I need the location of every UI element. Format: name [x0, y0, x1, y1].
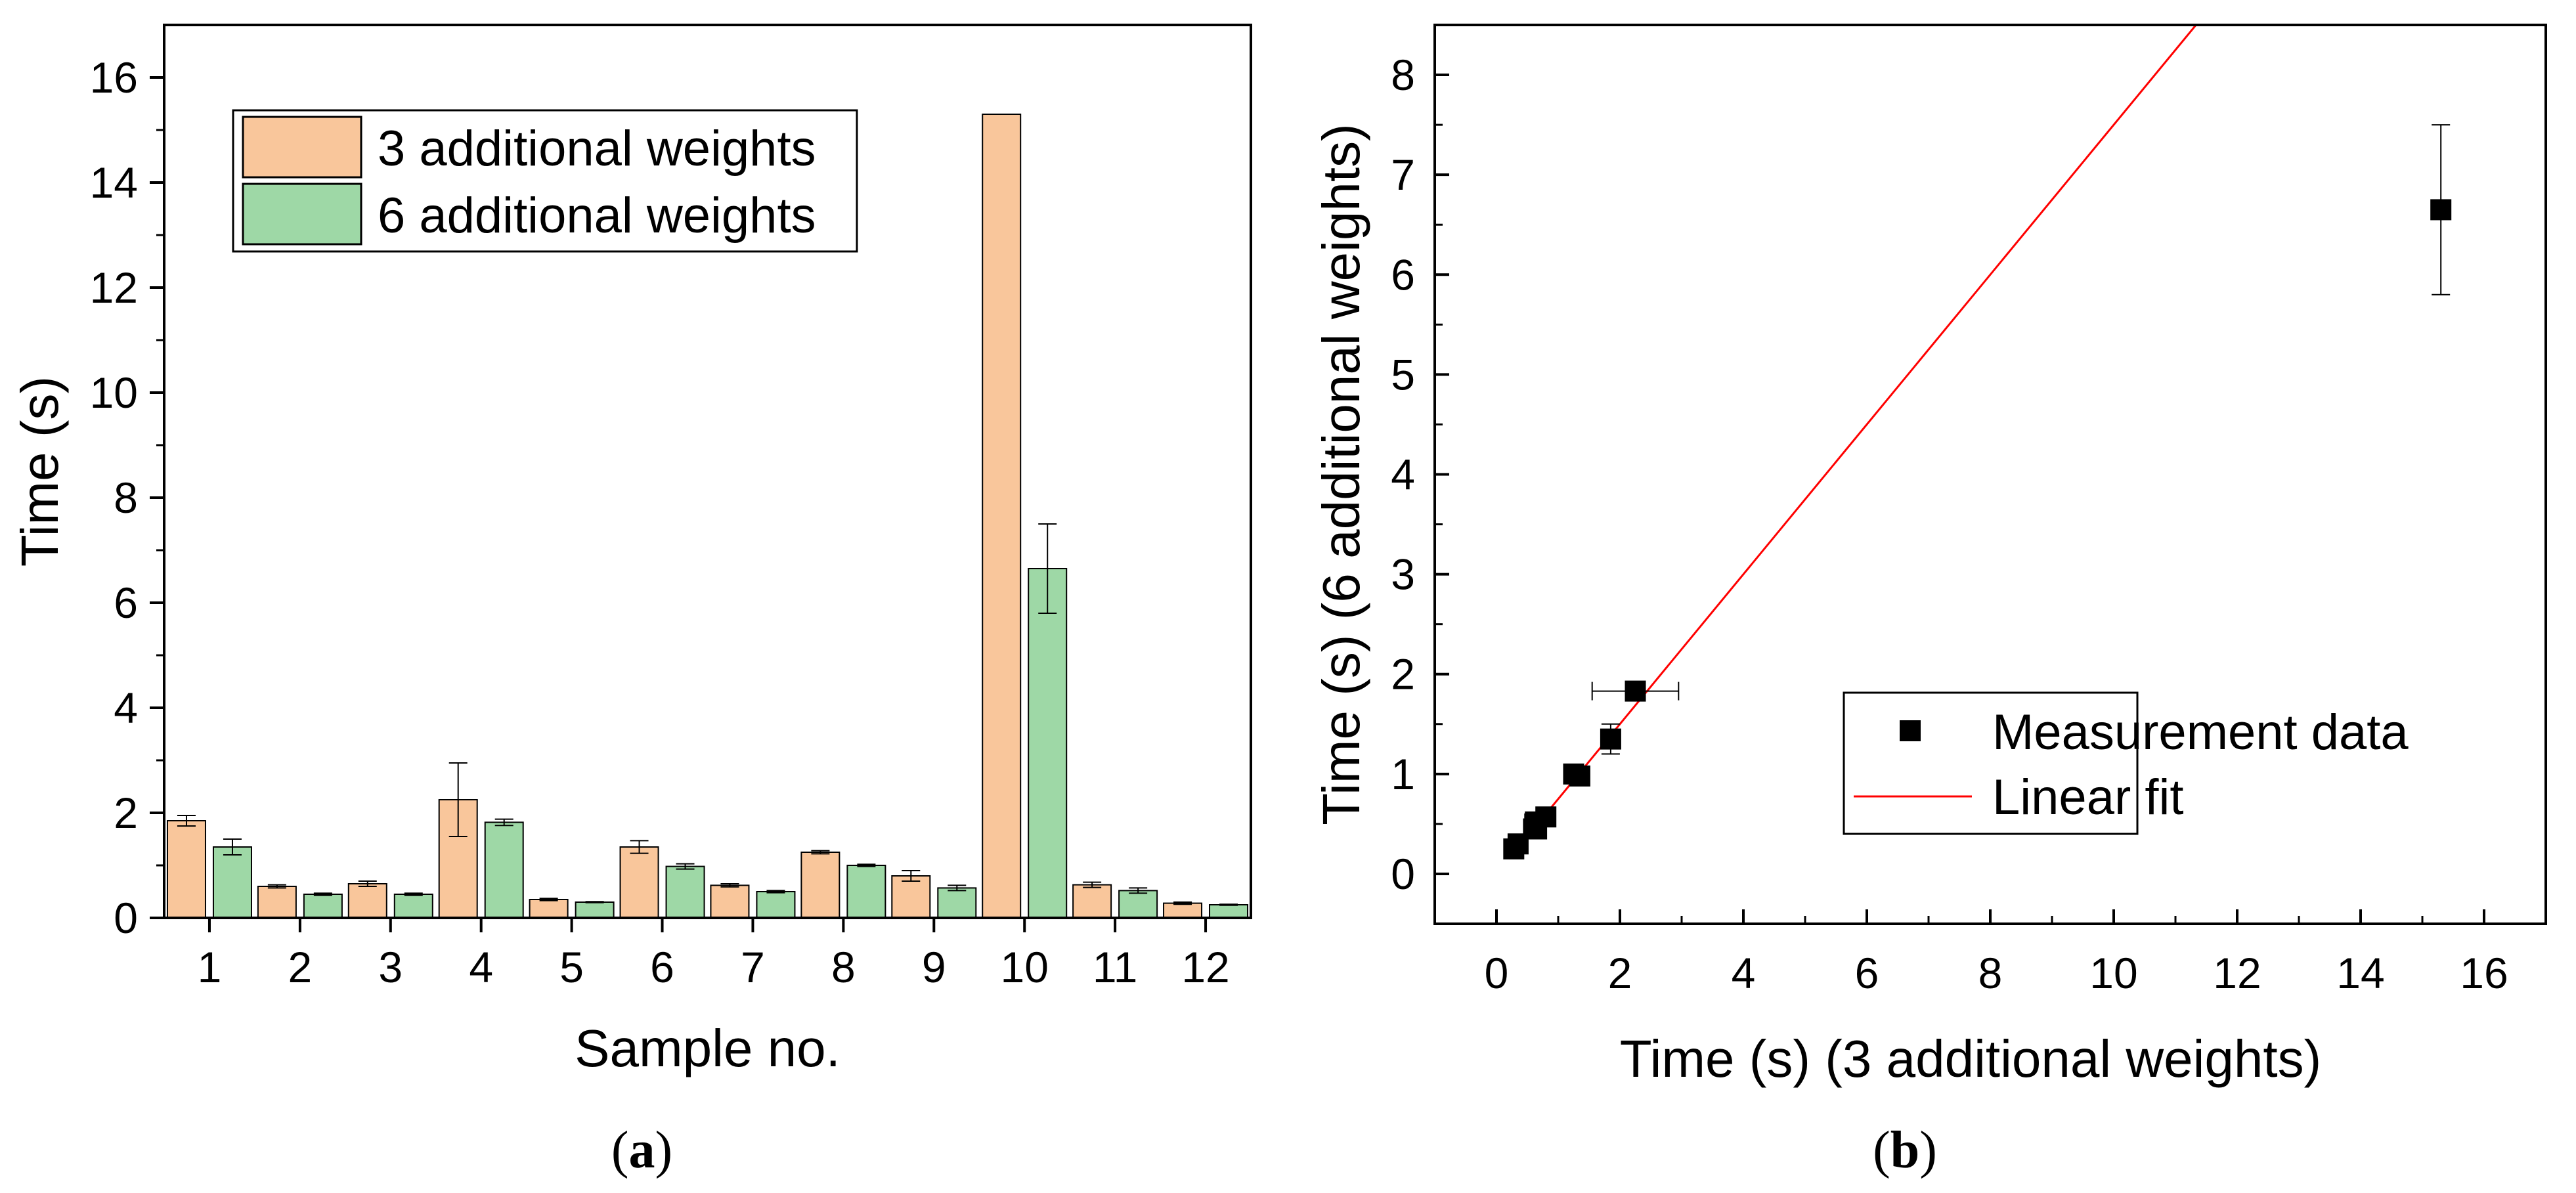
scatter-points [1503, 199, 2452, 859]
x-tick-label: 2 [288, 943, 313, 991]
y-tick-label: 4 [1391, 450, 1415, 499]
x-tick-label: 6 [650, 943, 674, 991]
legend-label-measurement: Measurement data [1992, 705, 2409, 760]
y-tick-label: 2 [114, 789, 138, 837]
legend-label-6-weights: 6 additional weights [378, 188, 816, 244]
y-tick-label: 0 [114, 894, 138, 942]
y-tick-label: 6 [1391, 250, 1415, 299]
bar-3w-1 [166, 820, 206, 919]
x-axis-label: Time (s) (3 additional weights) [1620, 1030, 2322, 1088]
bar-6w-12 [1209, 904, 1249, 919]
bar-3w-9 [891, 875, 931, 919]
x-tick-label: 10 [1000, 943, 1048, 991]
legend-swatch-6-weights [242, 183, 362, 246]
x-tick-label: 9 [922, 943, 946, 991]
panel-letter-a: a [629, 1121, 655, 1179]
bar-6w-5 [575, 901, 615, 919]
data-point [2430, 199, 2452, 221]
x-tick-label: 4 [469, 943, 493, 991]
data-point [1600, 728, 1621, 750]
x-tick-label: 11 [1093, 943, 1138, 991]
bar-6w-6 [665, 865, 705, 919]
bar-6w-10 [1028, 568, 1068, 919]
x-tick-label: 5 [559, 943, 584, 991]
y-tick-label: 16 [90, 53, 138, 102]
y-tick-label: 8 [114, 473, 138, 522]
bar-3w-5 [529, 899, 569, 919]
data-point [1569, 765, 1590, 787]
y-tick-label: 7 [1391, 150, 1415, 199]
legend: 3 additional weights 6 additional weight… [232, 109, 858, 253]
x-tick-label: 0 [1485, 949, 1509, 997]
bar-6w-2 [303, 894, 343, 919]
y-axis-ticks: 0 1 2 3 4 5 6 7 8 [1391, 24, 1449, 925]
x-axis-ticks: 1 2 3 4 5 6 7 8 9 10 11 12 [198, 918, 1230, 991]
y-tick-label: 1 [1391, 750, 1415, 798]
y-tick-label: 2 [1391, 650, 1415, 699]
legend-label-linear-fit: Linear fit [1992, 770, 2184, 825]
x-tick-label: 2 [1608, 949, 1632, 997]
y-axis-label: Time (s) [11, 376, 69, 567]
x-tick-label: 3 [378, 943, 403, 991]
panel-letter-b: b [1890, 1121, 1920, 1179]
y-tick-label: 12 [90, 263, 138, 312]
y-tick-label: 14 [90, 158, 138, 207]
x-tick-label: 14 [2336, 949, 2384, 997]
bar-6w-7 [756, 891, 796, 919]
x-tick-label: 8 [831, 943, 856, 991]
linear-fit-line [1508, 25, 2198, 860]
y-tick-label: 10 [90, 368, 138, 417]
data-point [1625, 680, 1646, 702]
x-tick-label: 16 [2460, 949, 2508, 997]
y-tick-label: 5 [1391, 350, 1415, 399]
x-tick-label: 10 [2089, 949, 2137, 997]
y-tick-label: 3 [1391, 550, 1415, 599]
bars-group [166, 114, 1249, 919]
bar-6w-11 [1118, 890, 1158, 919]
legend-marker-measurement [1900, 720, 1921, 741]
panel-label-a: (a) [611, 1121, 672, 1179]
bar-3w-12 [1163, 902, 1203, 919]
bar-3w-8 [800, 852, 840, 919]
x-axis-ticks: 0 2 4 6 8 10 12 14 16 [1433, 909, 2547, 997]
legend: Measurement data Linear fit [1843, 691, 2409, 835]
plot-frame [163, 24, 1252, 919]
x-tick-label: 1 [198, 943, 222, 991]
bar-6w-3 [393, 894, 433, 919]
bar-3w-6 [619, 846, 659, 919]
y-tick-label: 4 [114, 683, 138, 732]
bar-3w-7 [710, 884, 750, 919]
x-tick-label: 4 [1732, 949, 1756, 997]
bar-3w-11 [1072, 884, 1112, 919]
x-tick-label: 6 [1855, 949, 1879, 997]
bar-3w-2 [257, 886, 297, 919]
error-bars-group [177, 523, 1238, 906]
legend-frame [1843, 691, 2139, 835]
y-tick-label: 0 [1391, 850, 1415, 898]
bar-3w-10 [982, 114, 1022, 919]
legend-label-3-weights: 3 additional weights [378, 121, 816, 177]
bar-6w-1 [212, 846, 252, 919]
bar-6w-9 [937, 887, 977, 919]
bar-6w-4 [484, 821, 524, 919]
data-point [1535, 806, 1557, 828]
x-tick-label: 8 [1978, 949, 2003, 997]
legend-swatch-3-weights [242, 116, 362, 179]
bar-3w-3 [347, 883, 387, 919]
y-axis-label: Time (s) (6 additional weights) [1312, 123, 1370, 825]
x-tick-label: 12 [2213, 949, 2261, 997]
x-tick-label: 7 [741, 943, 765, 991]
x-axis-label: Sample no. [575, 1019, 840, 1077]
y-axis-ticks: 0 2 4 6 8 10 12 14 16 [90, 53, 164, 942]
x-tick-label: 12 [1181, 943, 1229, 991]
bar-6w-8 [846, 865, 886, 919]
y-tick-label: 8 [1391, 51, 1415, 99]
y-tick-label: 6 [114, 578, 138, 627]
panel-label-b: (b) [1873, 1121, 1937, 1179]
